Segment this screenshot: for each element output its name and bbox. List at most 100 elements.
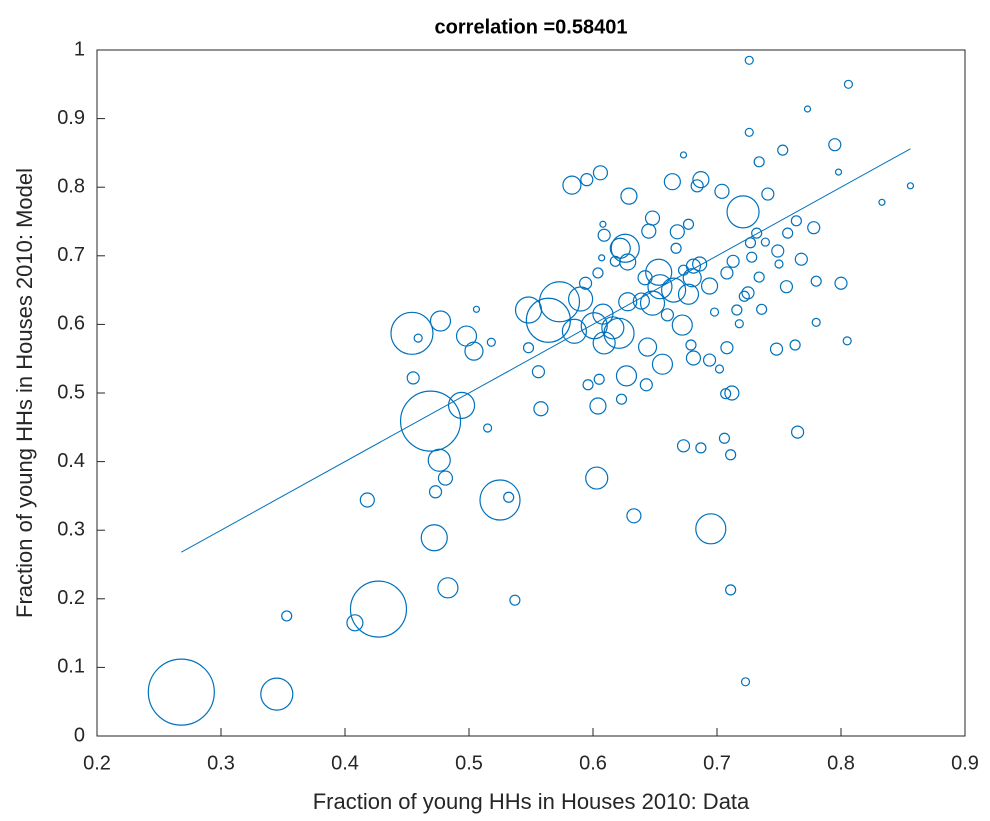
bubble: [828, 138, 842, 152]
bubble: [761, 187, 775, 201]
y-tick-label: 0.5: [57, 381, 85, 403]
bubble: [260, 677, 294, 711]
bubble: [810, 275, 822, 287]
bubble: [346, 614, 364, 632]
bubble: [437, 470, 454, 486]
bubble: [790, 425, 805, 439]
bubble: [447, 391, 476, 419]
bubble: [509, 594, 521, 606]
bubble: [906, 182, 915, 190]
x-tick-label: 0.9: [951, 752, 979, 774]
bubble: [790, 215, 802, 227]
bubble: [582, 379, 594, 391]
bubble: [580, 173, 594, 187]
y-tick-label: 0.7: [57, 244, 85, 266]
bubble: [726, 254, 740, 268]
bubble: [428, 485, 443, 499]
bubble: [725, 584, 737, 596]
plot-frame: [96, 49, 966, 737]
bubble: [399, 390, 462, 452]
bubble: [632, 292, 650, 310]
bubble: [281, 610, 293, 622]
bubble: [744, 127, 754, 137]
bubble: [427, 448, 451, 472]
bubble: [533, 401, 549, 417]
x-tick-label: 0.3: [207, 752, 235, 774]
bubble: [700, 277, 719, 295]
bubble: [599, 220, 607, 228]
bubble: [592, 267, 604, 279]
bubble: [803, 105, 812, 113]
bubble: [580, 312, 608, 340]
bubble: [670, 242, 682, 254]
bubble: [390, 311, 434, 355]
bubble: [359, 492, 375, 508]
bubble: [455, 325, 478, 347]
bubble: [760, 237, 770, 247]
bubble: [714, 364, 725, 374]
bubble: [724, 385, 740, 401]
bubble: [769, 342, 784, 356]
bubble: [834, 276, 848, 290]
bubble: [620, 187, 638, 205]
bubble: [720, 266, 734, 280]
bubble: [598, 254, 606, 262]
bubble: [774, 259, 784, 269]
bubble: [771, 244, 785, 258]
bubble: [615, 393, 628, 405]
bubble: [647, 274, 673, 300]
bubble: [702, 353, 717, 367]
bubble: [726, 195, 760, 229]
bubble: [834, 168, 843, 176]
bubble: [589, 397, 607, 415]
bubble: [682, 268, 702, 288]
bubble: [464, 341, 484, 361]
bubble: [562, 175, 582, 195]
bubble: [690, 179, 704, 193]
bubble: [718, 432, 731, 444]
bubble: [842, 336, 852, 346]
bubble: [503, 491, 515, 503]
bubble: [483, 423, 493, 433]
x-tick-label: 0.5: [455, 752, 483, 774]
y-tick-label: 1: [74, 38, 85, 60]
x-tick-label: 0.6: [579, 752, 607, 774]
bubble: [644, 210, 661, 226]
bubble: [406, 371, 420, 385]
bubble: [679, 151, 688, 159]
bubble: [660, 308, 675, 322]
x-axis-label: Fraction of young HHs in Houses 2010: Da…: [313, 789, 750, 814]
bubble: [437, 577, 459, 599]
x-tick-label: 0.4: [331, 752, 359, 774]
bubble: [349, 580, 408, 638]
bubble: [794, 252, 808, 266]
bubble: [677, 264, 690, 276]
bubble: [592, 303, 614, 325]
bubble: [593, 373, 605, 385]
y-tick-label: 0.4: [57, 450, 85, 472]
bubble: [618, 292, 638, 312]
bubble: [811, 317, 821, 327]
bubble: [789, 339, 801, 351]
bubble: [753, 271, 765, 283]
bubble: [756, 303, 768, 315]
bubble: [695, 513, 727, 545]
bubble: [744, 55, 754, 65]
fit-line: [181, 148, 911, 553]
bubble: [714, 183, 730, 199]
bubble: [585, 466, 609, 490]
chart-title: correlation =0.58401: [435, 16, 628, 38]
bubble: [685, 350, 702, 366]
bubble: [807, 221, 821, 235]
bubble: [472, 305, 481, 313]
bubble: [677, 283, 700, 305]
bubble: [609, 255, 621, 267]
bubble: [597, 228, 611, 242]
bubble: [663, 173, 681, 191]
bubble: [413, 333, 423, 343]
bubble: [692, 171, 710, 189]
bubble: [753, 156, 765, 168]
bubble: [651, 353, 674, 375]
y-tick-label: 0: [74, 724, 85, 746]
